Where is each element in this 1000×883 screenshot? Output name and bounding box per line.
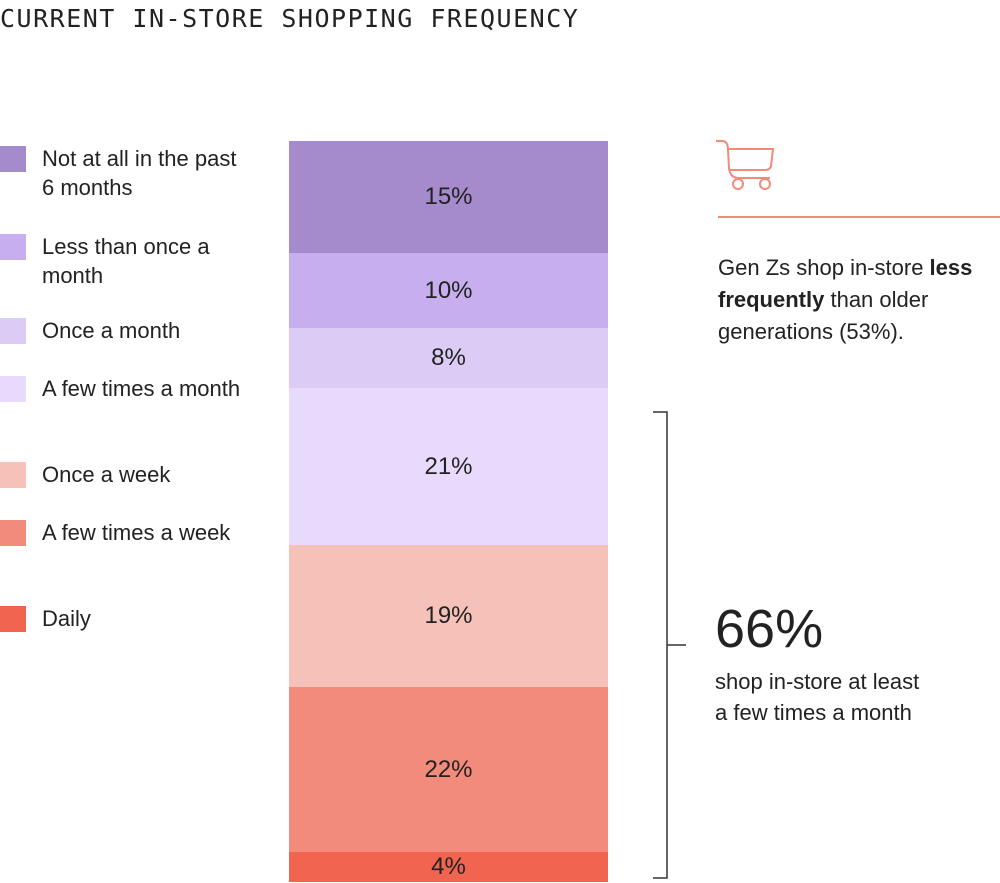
data-label: 21% <box>424 452 473 480</box>
data-label: 22% <box>424 755 473 783</box>
legend-label: Not at all in the past 6 months <box>42 146 237 200</box>
stacked-bar: 15% 10% 8% 21% 19% 22% 4% <box>289 141 608 882</box>
shopping-cart-icon <box>716 140 775 190</box>
legend-swatch <box>0 146 26 172</box>
data-label: 19% <box>424 602 473 629</box>
legend-label: Once a month <box>42 318 181 343</box>
legend-item: A few times a week <box>0 518 242 547</box>
data-label: 15% <box>424 183 473 210</box>
bar-segment: 4% <box>289 852 608 882</box>
legend-label: Once a week <box>42 462 171 487</box>
legend-item: A few times a month <box>0 374 242 403</box>
legend-label: Daily <box>42 606 91 631</box>
bar-segment: 21% <box>289 388 608 545</box>
legend-item: Not at all in the past 6 months <box>0 144 242 202</box>
legend-item: Once a month <box>0 316 242 345</box>
note-pre: Gen Zs shop in-store <box>718 255 930 280</box>
legend-swatch <box>0 318 26 344</box>
legend-swatch <box>0 462 26 488</box>
legend-label: A few times a week <box>42 520 231 545</box>
legend-label: A few times a month <box>42 376 241 401</box>
legend-swatch <box>0 520 26 546</box>
bar-segment: 22% <box>289 687 608 852</box>
legend-label: Less than once a month <box>42 234 210 288</box>
legend-item: Daily <box>0 604 242 633</box>
divider <box>718 216 1000 218</box>
bar-segment: 10% <box>289 253 608 328</box>
chart-title: CURRENT IN-STORE SHOPPING FREQUENCY <box>0 4 580 33</box>
bracket <box>653 411 686 879</box>
note-bold: less frequently <box>718 255 973 312</box>
callout-value: 66% <box>715 599 824 659</box>
legend-item: Once a week <box>0 460 242 489</box>
data-label: 8% <box>431 344 466 371</box>
bar-segment: 8% <box>289 328 608 388</box>
legend-item: Less than once a month <box>0 232 242 290</box>
callout-text: shop in-store at least a few times a mon… <box>715 669 920 725</box>
data-label: 10% <box>424 276 473 304</box>
legend-swatch <box>0 376 26 402</box>
legend-swatch <box>0 606 26 632</box>
bar-segment: 15% <box>289 141 608 253</box>
note-text: Gen Zs shop in-store less frequently tha… <box>718 252 1000 348</box>
legend-swatch <box>0 234 26 260</box>
data-label: 4% <box>431 853 466 880</box>
note-post: than older generations (53%). <box>718 287 929 344</box>
bar-segment: 19% <box>289 545 608 687</box>
